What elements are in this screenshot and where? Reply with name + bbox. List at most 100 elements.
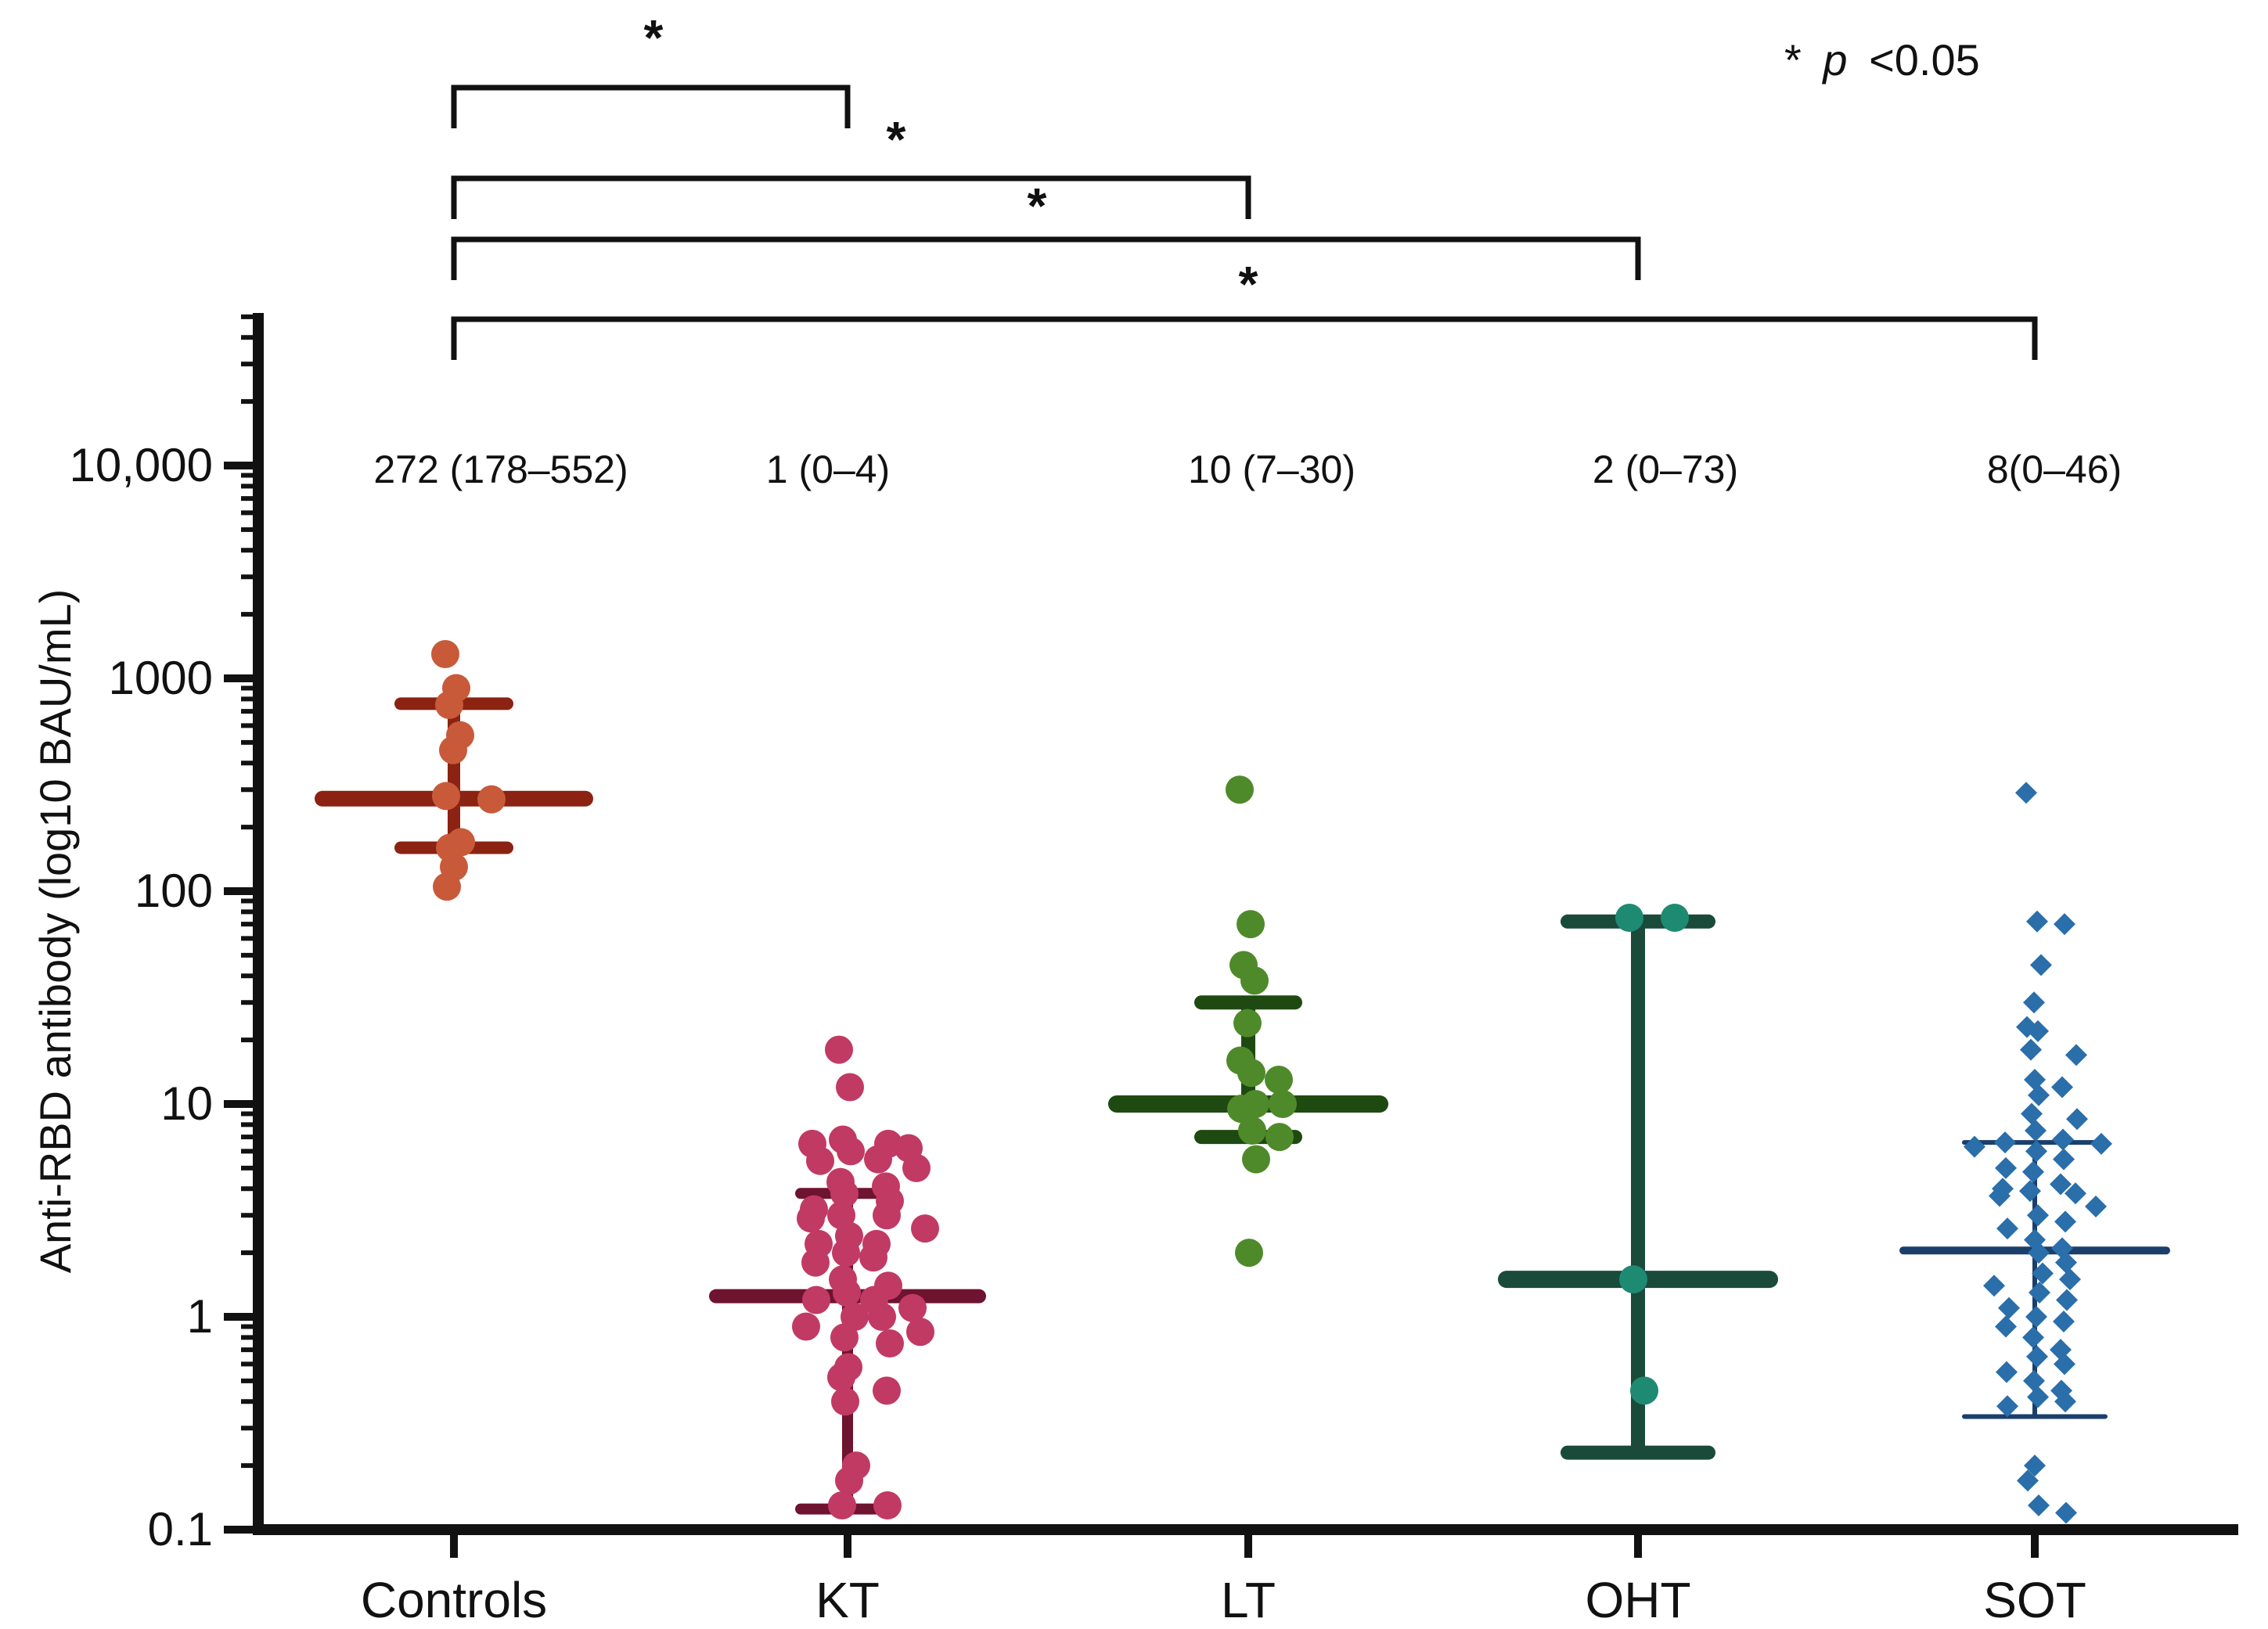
data-point	[833, 1278, 861, 1307]
data-points	[431, 640, 2112, 1524]
data-point	[1989, 1185, 2011, 1207]
axes: 0.1 1 10 100 1000 10,000 Controls KT LT OHT SOT	[69, 313, 2238, 1628]
data-point	[1964, 1135, 1985, 1158]
data-point	[447, 828, 475, 857]
median-label: 8(0–46)	[1987, 448, 2122, 491]
significance-star: *	[644, 9, 664, 66]
data-point	[1995, 1315, 2017, 1338]
data-point	[1235, 1239, 1263, 1268]
data-point	[828, 1491, 856, 1520]
data-point	[792, 1312, 820, 1341]
data-point	[873, 1201, 901, 1230]
data-point	[832, 1239, 860, 1268]
data-point	[902, 1153, 931, 1182]
data-point	[2024, 1455, 2046, 1477]
data-point	[2055, 1251, 2077, 1274]
y-tick-label: 10,000	[69, 439, 213, 491]
data-point	[806, 1146, 834, 1175]
data-point	[2028, 1242, 2050, 1264]
y-tick-label: 1000	[109, 652, 213, 704]
data-point	[2026, 1345, 2048, 1368]
data-point	[1265, 1066, 1293, 1095]
significance-note-threshold: <0.05	[1869, 35, 1980, 85]
data-point	[2065, 1044, 2087, 1066]
significance-star: *	[1028, 178, 1047, 234]
data-point	[864, 1145, 892, 1174]
data-point	[2053, 1311, 2075, 1333]
median-label: 1 (0–4)	[766, 448, 890, 491]
data-point	[2054, 1353, 2075, 1375]
significance-bracket	[451, 236, 1641, 280]
data-point	[2032, 1262, 2054, 1285]
data-point	[1226, 775, 1254, 804]
data-point	[433, 872, 461, 901]
data-point	[1265, 1123, 1294, 1152]
data-point	[876, 1329, 904, 1358]
x-tick-label: SOT	[1983, 1572, 2086, 1628]
data-point	[1237, 910, 1265, 939]
median-label: 2 (0–73)	[1593, 448, 1738, 491]
data-point	[1630, 1376, 1658, 1405]
data-point	[1238, 1116, 1266, 1145]
data-point	[2023, 991, 2045, 1014]
data-point	[827, 1363, 855, 1392]
data-point	[2030, 954, 2052, 976]
data-point	[2024, 1069, 2046, 1091]
data-point	[837, 1137, 865, 1166]
x-tick-label: Controls	[361, 1572, 547, 1628]
y-tick-label: 100	[135, 865, 213, 917]
data-point	[2019, 1180, 2041, 1203]
y-tick-label: 0.1	[148, 1503, 213, 1555]
data-point	[1995, 1156, 2017, 1179]
data-point	[1615, 903, 1643, 932]
median-label: 272 (178–552)	[373, 448, 628, 491]
significance-star: *	[1239, 256, 1258, 312]
significance-star: *	[887, 111, 906, 167]
significance-note-p: p	[1821, 35, 1847, 85]
data-point	[431, 640, 459, 669]
data-point	[2052, 1128, 2074, 1151]
data-point	[797, 1204, 825, 1233]
y-tick-label: 10	[160, 1077, 213, 1130]
data-point	[2065, 1182, 2086, 1205]
data-point	[477, 785, 506, 814]
data-point	[435, 690, 463, 719]
data-point	[836, 1073, 864, 1102]
data-point	[868, 1303, 896, 1331]
data-point	[801, 1248, 830, 1277]
data-point	[2022, 1160, 2044, 1183]
median-labels: 272 (178–552) 1 (0–4) 10 (7–30) 2 (0–73) 8(0…	[373, 448, 2122, 491]
data-point	[2020, 1038, 2042, 1061]
y-axis-title: Anti-RBD antibody (log10 BAU/mL)	[31, 589, 80, 1274]
y-axis-title-group: Anti-RBD antibody (log10 BAU/mL)	[31, 589, 80, 1274]
data-point	[439, 735, 467, 764]
data-point	[2027, 1386, 2049, 1408]
data-point	[802, 1286, 830, 1314]
data-point	[2050, 1173, 2072, 1196]
data-point	[830, 1179, 859, 1208]
data-point	[1237, 1059, 1265, 1088]
data-point	[898, 1293, 927, 1322]
data-point	[2015, 782, 2037, 804]
data-point	[2027, 1019, 2049, 1042]
data-point	[1233, 1009, 1262, 1037]
data-point	[831, 1387, 859, 1416]
data-point	[835, 1466, 863, 1495]
data-point	[1269, 1090, 1297, 1118]
significance-bracket	[451, 175, 1251, 219]
data-point	[1996, 1361, 2018, 1383]
data-point	[2059, 1268, 2081, 1291]
data-point	[2054, 1390, 2076, 1413]
data-point	[2054, 913, 2075, 936]
data-point	[2028, 1494, 2050, 1517]
data-point	[2021, 1102, 2043, 1125]
data-point	[1227, 1095, 1255, 1124]
data-point	[2029, 1282, 2050, 1304]
significance-brackets: * * * *	[451, 9, 2038, 360]
median-label: 10 (7–30)	[1188, 448, 1355, 491]
data-point	[2023, 1369, 2045, 1392]
data-point	[2056, 1289, 2078, 1311]
data-point	[1661, 903, 1689, 932]
data-point	[859, 1243, 887, 1272]
